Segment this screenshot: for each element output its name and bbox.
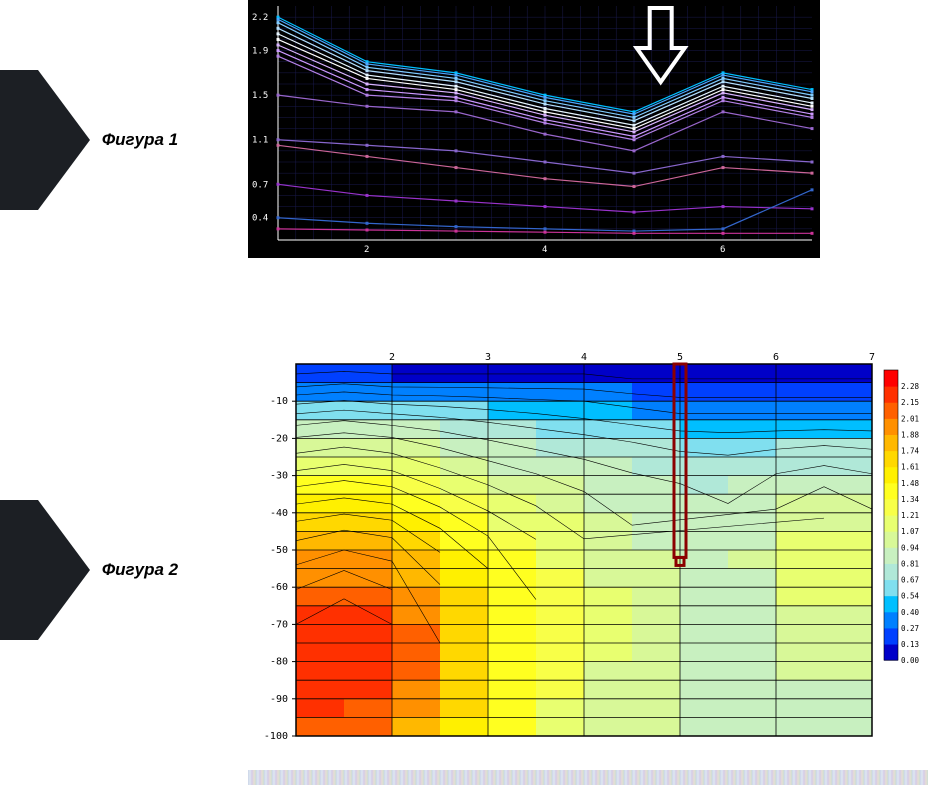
svg-text:-80: -80 bbox=[270, 657, 288, 668]
figure1-label: Фигура 1 bbox=[102, 130, 178, 150]
svg-text:0.00: 0.00 bbox=[901, 656, 920, 665]
svg-text:-70: -70 bbox=[270, 619, 288, 630]
svg-text:-100: -100 bbox=[264, 731, 288, 742]
svg-text:2.2: 2.2 bbox=[252, 13, 268, 23]
svg-text:2: 2 bbox=[364, 245, 369, 255]
svg-text:1.1: 1.1 bbox=[252, 136, 268, 146]
svg-text:4: 4 bbox=[542, 245, 547, 255]
figure2-svg: 2 3 4 5 6 7 -10 -20 -30 -40 -50 -60 -70 -80 -90 -100 0.0… bbox=[248, 346, 928, 746]
figure1-chart: 0.4 0.7 1.1 1.5 1.9 2.2 2 4 6 bbox=[248, 0, 820, 258]
figure1-svg: 0.4 0.7 1.1 1.5 1.9 2.2 2 4 6 bbox=[248, 0, 820, 258]
svg-text:-20: -20 bbox=[270, 433, 288, 444]
svg-text:4: 4 bbox=[581, 352, 587, 363]
svg-text:2.15: 2.15 bbox=[901, 398, 919, 407]
svg-text:-90: -90 bbox=[270, 694, 288, 705]
svg-text:-30: -30 bbox=[270, 471, 288, 482]
svg-text:1.74: 1.74 bbox=[901, 447, 920, 456]
svg-text:3: 3 bbox=[485, 352, 491, 363]
svg-text:5: 5 bbox=[677, 352, 683, 363]
svg-text:6: 6 bbox=[720, 245, 725, 255]
svg-text:1.9: 1.9 bbox=[252, 47, 268, 57]
svg-text:0.27: 0.27 bbox=[901, 624, 919, 633]
chevron-shape bbox=[0, 70, 90, 210]
figure1-label-block: Фигура 1 bbox=[0, 70, 220, 210]
svg-text:0.4: 0.4 bbox=[252, 214, 268, 224]
svg-text:1.34: 1.34 bbox=[901, 495, 920, 504]
svg-text:0.81: 0.81 bbox=[901, 559, 919, 568]
svg-text:1.48: 1.48 bbox=[901, 479, 920, 488]
svg-text:0.67: 0.67 bbox=[901, 576, 919, 585]
figure2-chart: 2 3 4 5 6 7 -10 -20 -30 -40 -50 -60 -70 -80 -90 -100 0.0… bbox=[248, 346, 928, 746]
chevron-shape bbox=[0, 500, 90, 640]
svg-text:-60: -60 bbox=[270, 582, 288, 593]
svg-text:7: 7 bbox=[869, 352, 875, 363]
figure2-label-block: Фигура 2 bbox=[0, 500, 220, 640]
svg-text:-10: -10 bbox=[270, 396, 288, 407]
svg-text:1.88: 1.88 bbox=[901, 430, 920, 439]
svg-text:6: 6 bbox=[773, 352, 779, 363]
svg-text:2.01: 2.01 bbox=[901, 414, 919, 423]
svg-text:1.61: 1.61 bbox=[901, 463, 919, 472]
svg-text:2.28: 2.28 bbox=[901, 382, 920, 391]
svg-text:-40: -40 bbox=[270, 508, 288, 519]
svg-text:1.21: 1.21 bbox=[901, 511, 919, 520]
svg-text:0.40: 0.40 bbox=[901, 608, 920, 617]
svg-text:0.13: 0.13 bbox=[901, 640, 919, 649]
svg-text:0.7: 0.7 bbox=[252, 180, 268, 190]
svg-text:-50: -50 bbox=[270, 545, 288, 556]
svg-text:0.94: 0.94 bbox=[901, 543, 920, 552]
noise-bar bbox=[248, 770, 928, 785]
svg-text:2: 2 bbox=[389, 352, 395, 363]
svg-text:1.07: 1.07 bbox=[901, 527, 919, 536]
figure2-label: Фигура 2 bbox=[102, 560, 178, 580]
svg-text:1.5: 1.5 bbox=[252, 91, 268, 101]
svg-text:0.54: 0.54 bbox=[901, 592, 920, 601]
